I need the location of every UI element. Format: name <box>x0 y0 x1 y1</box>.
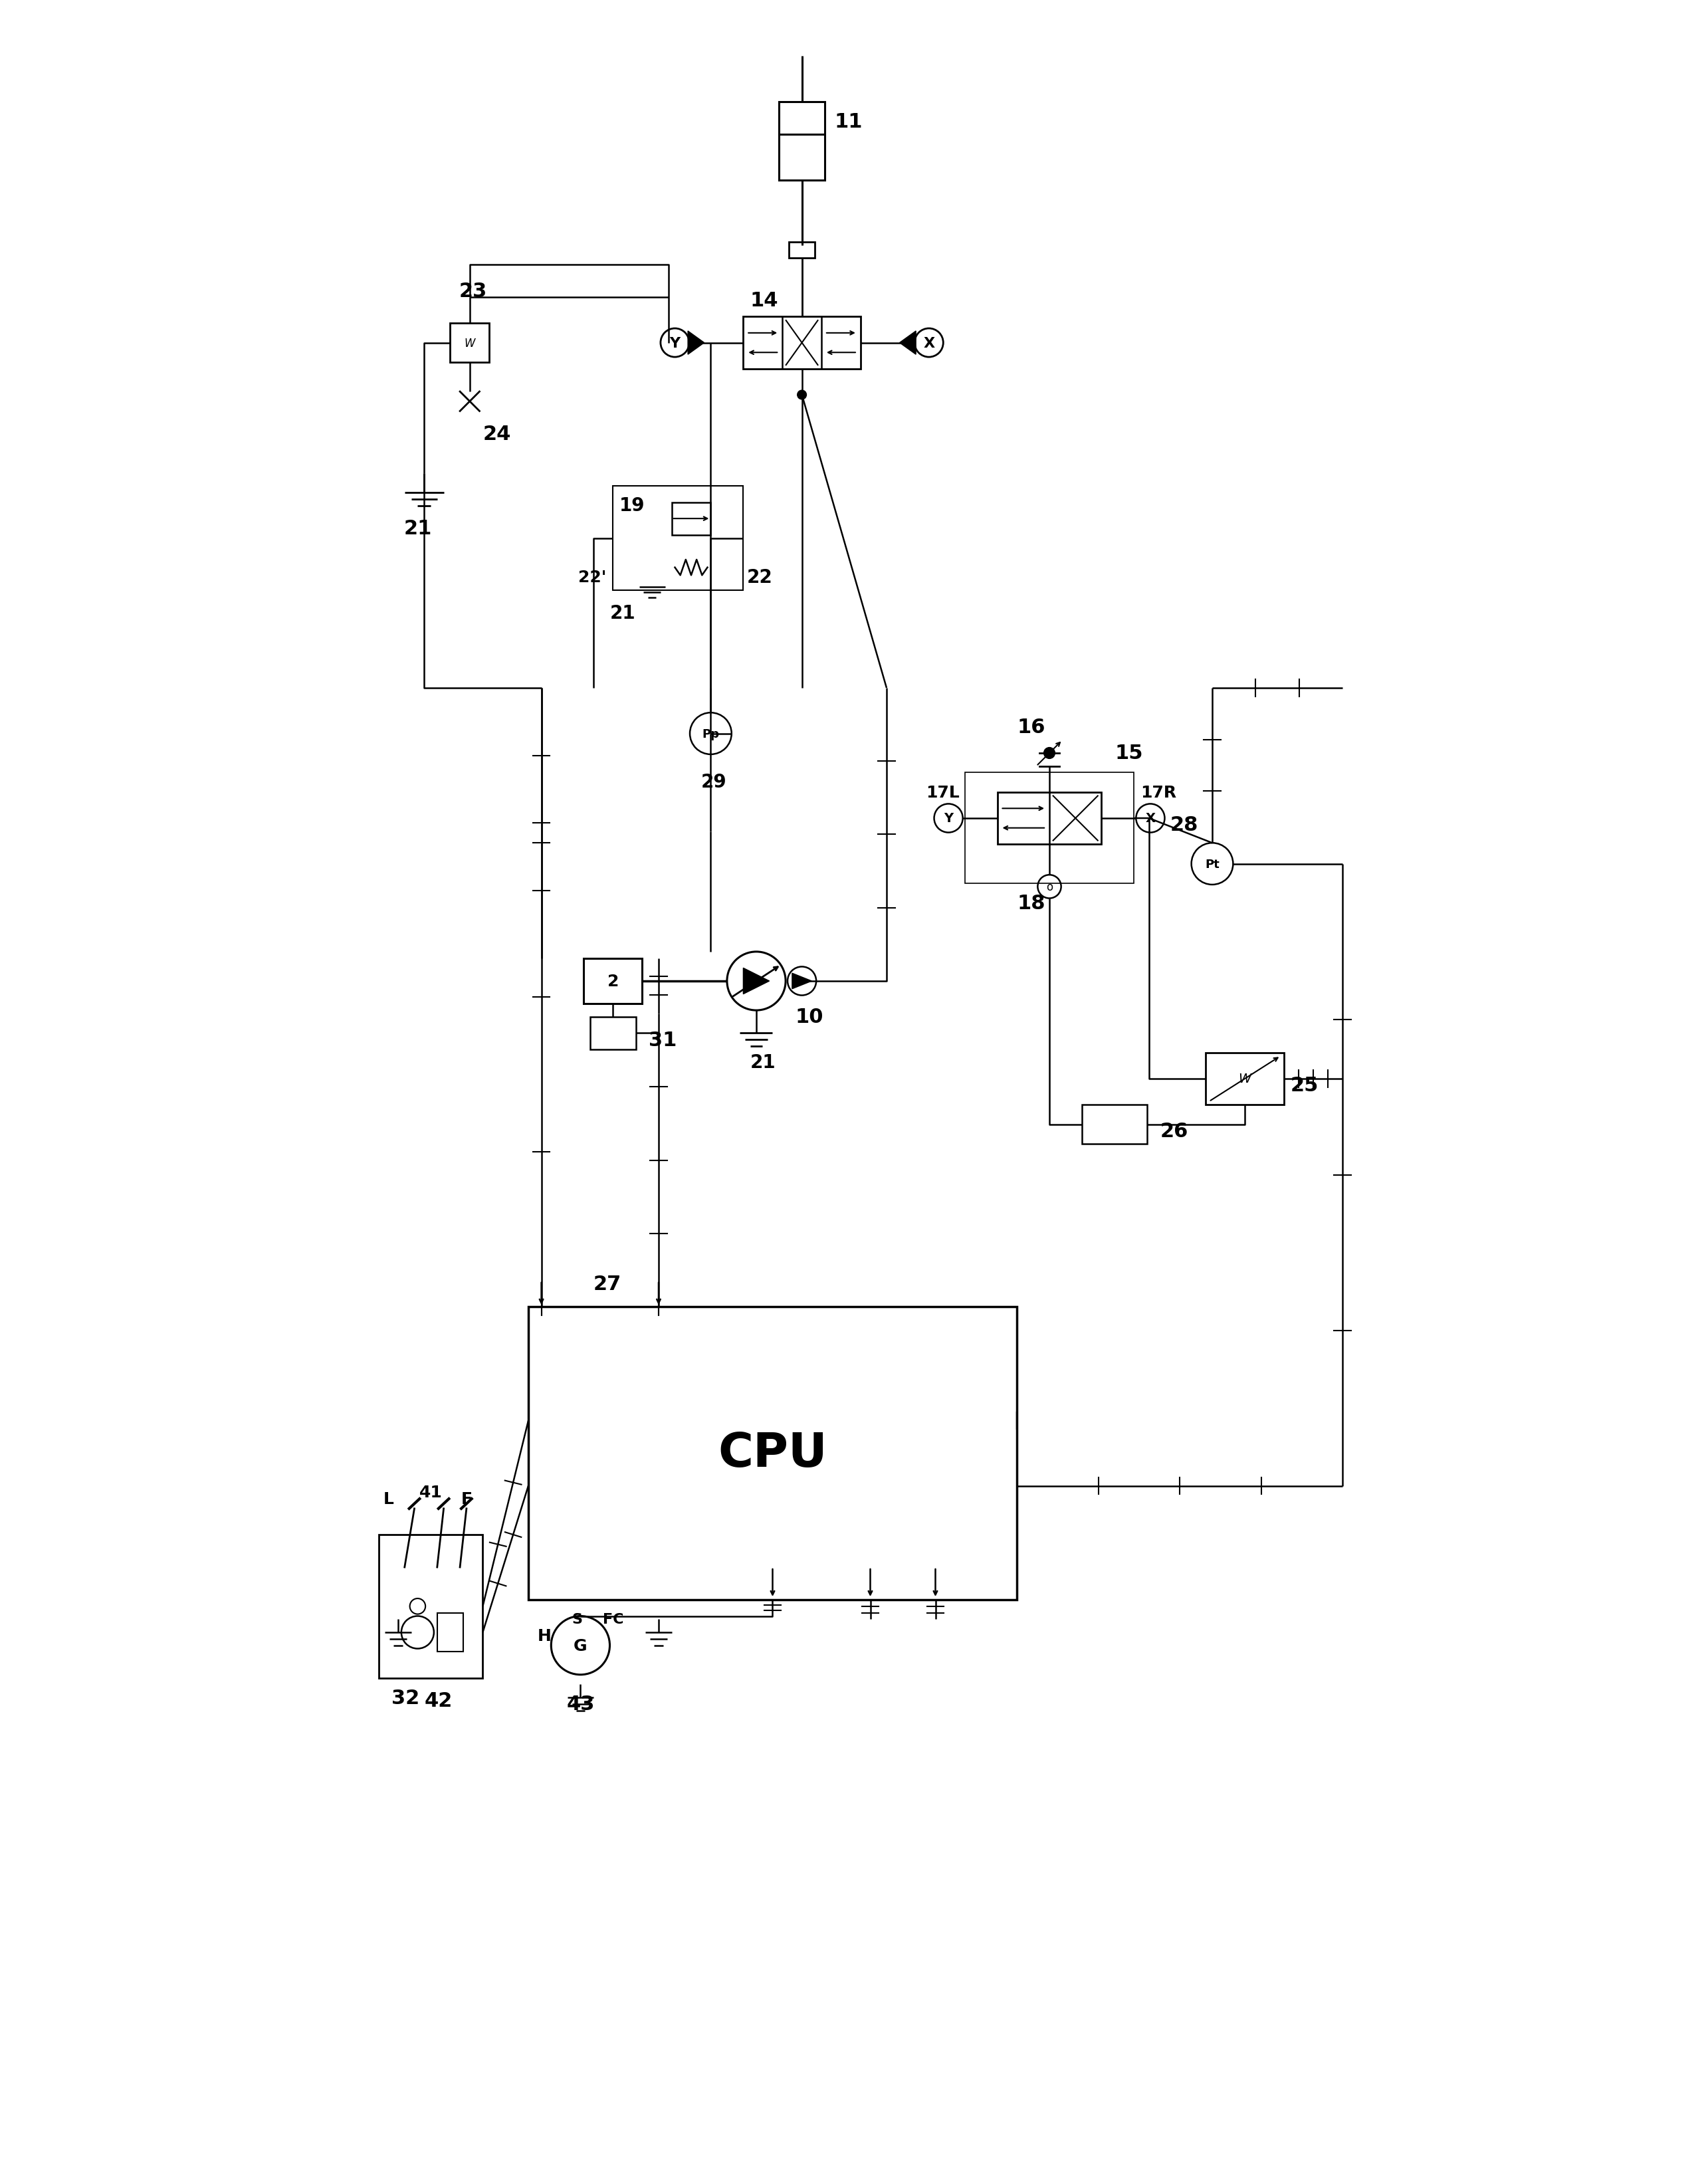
Text: W: W <box>465 337 475 350</box>
Bar <box>613 486 743 591</box>
Text: 21: 21 <box>750 1053 775 1073</box>
Polygon shape <box>900 332 915 354</box>
Text: 2: 2 <box>608 973 618 988</box>
Text: CPU: CPU <box>717 1431 827 1476</box>
Text: 26: 26 <box>1160 1122 1189 1142</box>
Text: 11: 11 <box>835 112 863 132</box>
Text: 10: 10 <box>796 1008 823 1027</box>
Text: Pp: Pp <box>702 727 719 740</box>
Bar <box>965 773 1134 883</box>
Text: 17R: 17R <box>1141 786 1177 801</box>
Bar <box>779 101 825 181</box>
Bar <box>451 324 488 363</box>
Polygon shape <box>793 973 811 988</box>
Text: 16: 16 <box>1016 719 1045 738</box>
Circle shape <box>1044 749 1054 760</box>
Text: 32: 32 <box>391 1688 420 1707</box>
Text: 23: 23 <box>459 281 487 300</box>
Text: 18: 18 <box>1016 893 1045 913</box>
Text: F: F <box>461 1491 471 1506</box>
Text: L: L <box>383 1491 393 1506</box>
Text: S: S <box>572 1612 582 1627</box>
Text: 22: 22 <box>746 568 772 587</box>
Text: 15: 15 <box>1115 745 1143 764</box>
Polygon shape <box>688 332 704 354</box>
Text: 24: 24 <box>483 425 511 445</box>
Text: 14: 14 <box>750 291 779 311</box>
Bar <box>528 1308 1016 1599</box>
Text: 28: 28 <box>1170 816 1197 835</box>
Text: 42: 42 <box>424 1692 453 1711</box>
Text: 41: 41 <box>418 1485 442 1500</box>
Text: 22': 22' <box>579 570 606 585</box>
Text: 29: 29 <box>700 773 728 792</box>
Polygon shape <box>743 969 769 995</box>
Circle shape <box>798 391 806 399</box>
Text: G: G <box>574 1638 588 1653</box>
Text: X: X <box>1146 811 1155 824</box>
Text: W: W <box>1238 1073 1252 1085</box>
Text: Y: Y <box>945 811 953 824</box>
Text: Y: Y <box>670 337 680 350</box>
Bar <box>671 503 711 535</box>
Bar <box>743 317 861 369</box>
Text: 17L: 17L <box>926 786 960 801</box>
Text: 21: 21 <box>610 604 635 624</box>
Bar <box>1081 1105 1148 1144</box>
Bar <box>379 1534 483 1679</box>
Bar <box>437 1612 463 1653</box>
Text: Pt: Pt <box>1206 859 1220 870</box>
Text: 31: 31 <box>649 1029 676 1049</box>
Text: FC: FC <box>603 1612 623 1627</box>
Bar <box>997 792 1102 844</box>
Text: 43: 43 <box>567 1694 594 1713</box>
Text: o: o <box>1045 880 1052 893</box>
Bar <box>584 958 642 1003</box>
Text: 25: 25 <box>1290 1077 1319 1094</box>
Text: 21: 21 <box>403 520 432 537</box>
Bar <box>789 242 815 259</box>
Text: 27: 27 <box>593 1275 622 1295</box>
Bar <box>591 1016 635 1049</box>
Text: H: H <box>538 1627 552 1644</box>
Text: 19: 19 <box>620 496 646 516</box>
Bar <box>1206 1053 1284 1105</box>
Text: X: X <box>924 337 934 350</box>
